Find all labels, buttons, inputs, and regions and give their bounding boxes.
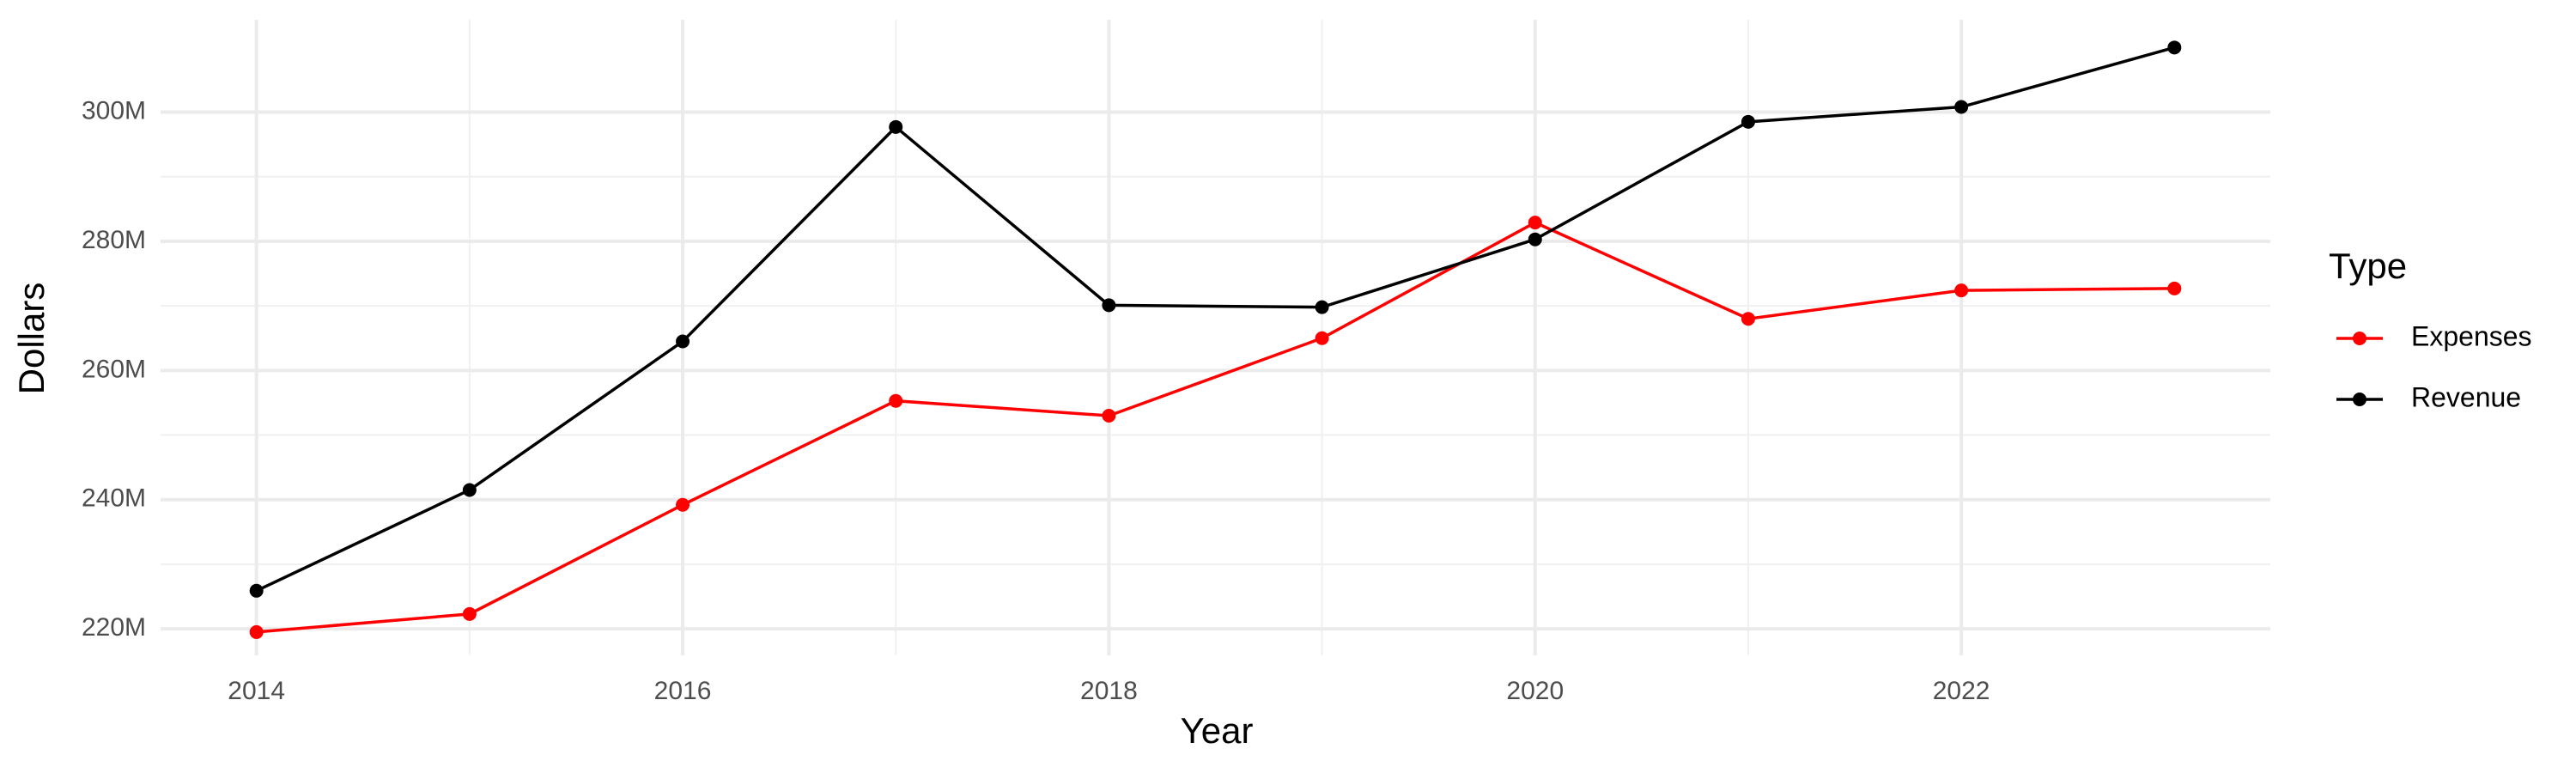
data-point xyxy=(889,119,903,134)
x-axis-title: Year xyxy=(1181,710,1254,751)
data-point xyxy=(2167,281,2182,295)
legend-title: Type xyxy=(2329,246,2407,286)
legend-label: Expenses xyxy=(2411,320,2532,351)
x-tick-label: 2020 xyxy=(1506,677,1564,705)
data-point xyxy=(2167,40,2182,55)
y-tick-label: 240M xyxy=(82,484,146,513)
series-line xyxy=(255,46,2175,593)
x-tick-label: 2018 xyxy=(1080,677,1138,705)
legend-key-point xyxy=(2353,332,2366,345)
data-point xyxy=(1741,312,1755,326)
data-point xyxy=(1741,114,1755,129)
legend-key-point xyxy=(2353,393,2366,406)
y-tick-label: 300M xyxy=(82,96,146,125)
data-point xyxy=(1315,300,1329,314)
data-point xyxy=(1102,408,1116,423)
y-axis-title: Dollars xyxy=(11,283,52,395)
x-tick-label: 2022 xyxy=(1933,677,1990,705)
data-point xyxy=(889,393,903,408)
data-point xyxy=(1528,232,1542,247)
y-tick-label: 280M xyxy=(82,226,146,254)
y-tick-label: 220M xyxy=(82,613,146,642)
data-point xyxy=(1315,331,1329,345)
legend-label: Revenue xyxy=(2411,381,2521,412)
data-point xyxy=(1102,298,1116,313)
x-tick-label: 2016 xyxy=(654,677,712,705)
data-point xyxy=(676,334,690,349)
data-point xyxy=(462,606,477,621)
data-point xyxy=(249,583,264,598)
x-tick-label: 2014 xyxy=(228,677,285,705)
grid xyxy=(161,20,2270,655)
y-tick-label: 260M xyxy=(82,355,146,383)
data-point xyxy=(1528,216,1542,230)
series-line xyxy=(256,221,2175,634)
data-point xyxy=(676,497,690,512)
data-point xyxy=(249,624,264,639)
data-point xyxy=(462,483,477,497)
data-point xyxy=(1954,100,1969,114)
data-point xyxy=(1954,283,1969,298)
